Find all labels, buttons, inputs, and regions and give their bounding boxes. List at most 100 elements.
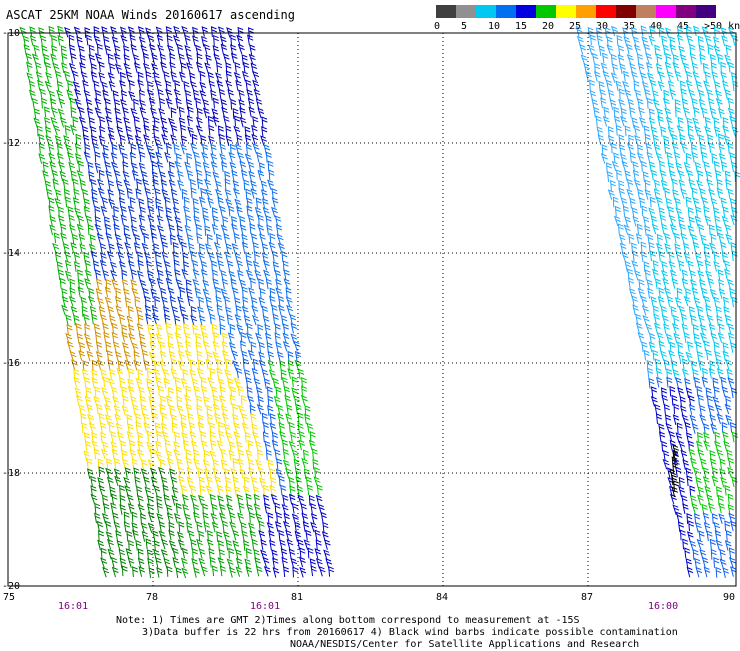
wind-barb <box>147 557 154 569</box>
wind-barb <box>201 35 208 47</box>
wind-barb <box>145 260 153 272</box>
wind-barb <box>118 188 125 200</box>
wind-barb <box>177 170 184 182</box>
wind-barb <box>151 171 159 182</box>
wind-barb <box>658 250 665 262</box>
wind-barb <box>258 351 265 363</box>
wind-barb <box>678 45 685 57</box>
wind-barb <box>242 358 249 370</box>
wind-barb <box>175 386 182 398</box>
wind-barb <box>669 43 676 55</box>
wind-barb <box>121 342 129 353</box>
wind-barb <box>133 233 141 245</box>
wind-barb <box>726 368 733 380</box>
wind-barb <box>273 395 281 407</box>
scale-swatch <box>556 5 576 18</box>
wind-barb <box>703 440 711 451</box>
wind-barb <box>125 125 132 137</box>
wind-barb <box>646 151 654 163</box>
wind-barb <box>276 351 284 363</box>
wind-barb <box>73 207 81 218</box>
wind-barb <box>675 162 683 173</box>
scale-swatch <box>496 5 516 18</box>
wind-barb <box>197 306 204 317</box>
wind-barb <box>719 558 727 570</box>
wind-barb <box>726 449 733 461</box>
wind-barb <box>274 332 281 344</box>
wind-barb <box>591 52 599 64</box>
wind-barb <box>703 206 710 217</box>
wind-barb <box>198 548 206 559</box>
wind-barb <box>722 296 730 308</box>
wind-barb <box>110 152 118 163</box>
wind-barb <box>121 565 128 577</box>
wind-barb <box>675 377 682 388</box>
wind-barb <box>685 152 692 164</box>
wind-barb <box>65 314 72 326</box>
wind-barb <box>688 216 695 227</box>
wind-barb <box>235 79 242 91</box>
wind-barb <box>159 458 166 470</box>
wind-barb <box>102 376 109 388</box>
wind-barb <box>727 97 734 109</box>
wind-barb <box>162 484 169 496</box>
wind-barb <box>90 71 98 82</box>
wind-barb <box>701 196 709 208</box>
wind-barb <box>275 278 282 290</box>
wind-barb <box>98 466 105 478</box>
wind-barb <box>128 79 135 91</box>
wind-barb <box>90 126 97 137</box>
wind-barb <box>310 565 317 577</box>
wind-barb <box>281 376 289 388</box>
wind-barb <box>111 448 118 460</box>
wind-barb <box>232 360 240 371</box>
wind-barb <box>185 403 192 415</box>
wind-barb <box>325 558 333 569</box>
wind-barb <box>291 449 299 461</box>
wind-barb <box>215 233 222 245</box>
wind-barb <box>216 61 223 73</box>
wind-barb <box>665 52 672 64</box>
wind-barb <box>610 53 617 65</box>
wind-barb <box>84 323 91 335</box>
wind-barb <box>719 468 726 479</box>
wind-barb <box>664 107 672 119</box>
wind-barb <box>50 53 57 65</box>
wind-barb <box>191 133 198 145</box>
wind-barb <box>229 161 237 173</box>
wind-barb <box>185 53 193 64</box>
wind-barb <box>275 287 283 298</box>
wind-barb <box>153 243 160 254</box>
wind-barb <box>135 421 142 433</box>
wind-barb <box>83 205 90 217</box>
wind-barb <box>147 205 155 217</box>
wind-barb <box>225 62 232 74</box>
wind-barb <box>650 386 658 397</box>
scale-label: 10 <box>488 21 501 32</box>
scale-label: >50 knots <box>704 21 740 32</box>
wind-barb <box>138 386 145 398</box>
wind-barb <box>257 107 265 119</box>
wind-barb <box>60 232 67 244</box>
wind-barb <box>687 133 695 145</box>
wind-barb <box>237 26 244 38</box>
wind-barb <box>693 106 700 118</box>
wind-barb <box>267 160 274 172</box>
scale-swatch <box>676 5 696 18</box>
wind-barb <box>615 124 622 136</box>
wind-barb <box>58 98 66 109</box>
wind-barb <box>201 143 209 155</box>
wind-barb <box>72 116 79 128</box>
wind-barb <box>283 278 291 289</box>
wind-barb <box>258 520 265 532</box>
wind-barb <box>182 503 189 515</box>
wind-barb <box>725 359 732 370</box>
wind-barb <box>707 404 715 416</box>
wind-barb <box>181 432 188 443</box>
wind-barb <box>695 206 702 217</box>
wind-barb <box>308 439 316 451</box>
wind-barb <box>660 387 667 398</box>
wind-barb <box>237 404 245 416</box>
wind-barb <box>210 512 218 524</box>
wind-barb <box>26 61 33 73</box>
